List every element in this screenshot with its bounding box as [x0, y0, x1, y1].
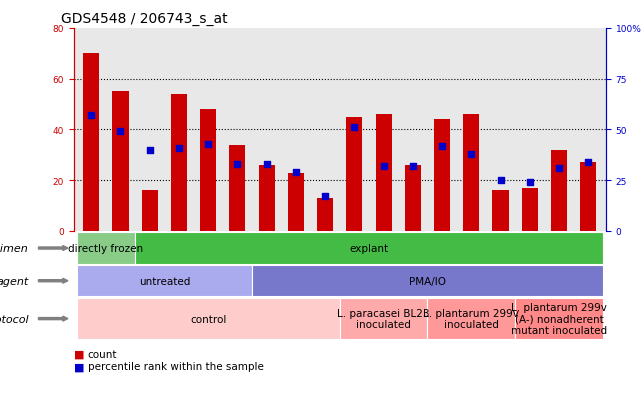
Text: protocol: protocol: [0, 314, 29, 324]
Bar: [317, 198, 333, 231]
Bar: [434, 120, 450, 231]
Bar: [463, 115, 479, 231]
Point: [203, 141, 213, 147]
Text: PMA/IO: PMA/IO: [409, 276, 446, 286]
Bar: [522, 188, 538, 231]
Text: specimen: specimen: [0, 243, 29, 254]
Text: ■: ■: [74, 361, 84, 371]
Bar: [112, 92, 129, 231]
Point: [145, 147, 155, 154]
Text: agent: agent: [0, 276, 29, 286]
Text: GDS4548 / 206743_s_at: GDS4548 / 206743_s_at: [61, 12, 228, 26]
Text: count: count: [88, 349, 117, 359]
Text: untreated: untreated: [138, 276, 190, 286]
Point: [86, 113, 96, 119]
Bar: [288, 173, 304, 231]
Bar: [376, 115, 392, 231]
Bar: [229, 145, 246, 231]
Bar: [580, 163, 596, 231]
Bar: [83, 54, 99, 231]
Text: ■: ■: [74, 349, 84, 359]
Point: [174, 145, 184, 152]
Point: [232, 161, 242, 168]
Bar: [171, 95, 187, 231]
Bar: [346, 117, 362, 231]
Point: [378, 163, 388, 170]
Text: L. plantarum 299v
(A-) nonadherent
mutant inoculated: L. plantarum 299v (A-) nonadherent mutan…: [511, 302, 607, 335]
Point: [524, 179, 535, 186]
Text: L. plantarum 299v
inoculated: L. plantarum 299v inoculated: [423, 308, 519, 330]
Point: [583, 159, 594, 166]
Point: [320, 194, 330, 200]
Text: L. paracasei BL23
inoculated: L. paracasei BL23 inoculated: [337, 308, 430, 330]
Bar: [551, 150, 567, 231]
Text: explant: explant: [349, 243, 388, 254]
Bar: [492, 191, 508, 231]
Point: [466, 151, 476, 158]
Point: [349, 125, 360, 131]
Point: [408, 163, 418, 170]
Bar: [142, 191, 158, 231]
Bar: [258, 166, 275, 231]
Point: [437, 143, 447, 150]
Text: control: control: [190, 314, 226, 324]
Point: [554, 165, 564, 172]
Text: directly frozen: directly frozen: [69, 243, 144, 254]
Point: [115, 129, 126, 135]
Point: [495, 177, 506, 184]
Point: [262, 161, 272, 168]
Point: [291, 169, 301, 176]
Text: percentile rank within the sample: percentile rank within the sample: [88, 361, 263, 371]
Bar: [404, 166, 421, 231]
Bar: [200, 110, 216, 231]
